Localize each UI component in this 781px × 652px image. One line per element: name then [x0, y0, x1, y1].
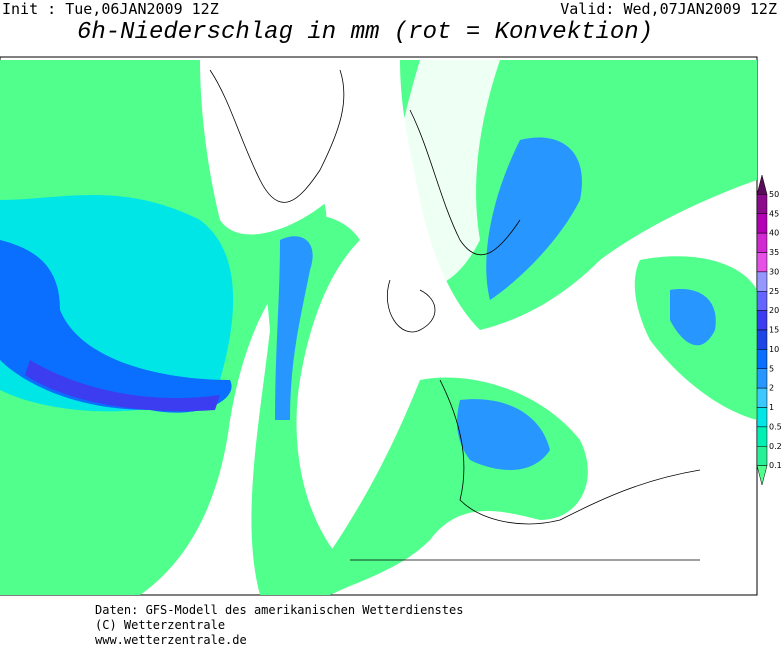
colorbar-label: 5: [769, 364, 774, 373]
colorbar-swatch: [756, 407, 768, 428]
colorbar-swatch: [756, 271, 768, 292]
colorbar-label: 1: [769, 403, 774, 412]
colorbar-label: 30: [769, 267, 779, 276]
valid-time: Valid: Wed,07JAN2009 12Z: [560, 0, 777, 18]
init-time: Init : Tue,06JAN2009 12Z: [2, 0, 219, 18]
colorbar-label: 15: [769, 326, 779, 335]
colorbar-label: 50: [769, 190, 779, 199]
colorbar-label: 10: [769, 345, 779, 354]
colorbar-label: 25: [769, 287, 779, 296]
colorbar-swatch: [756, 213, 768, 234]
footer-line: Daten: GFS-Modell des amerikanischen Wet…: [95, 603, 463, 617]
colorbar-label: 35: [769, 248, 779, 257]
colorbar-swatch: [756, 252, 768, 273]
precip-field: [0, 60, 757, 595]
colorbar-swatch: [756, 291, 768, 311]
colorbar-label: 0.2: [769, 442, 781, 451]
colorbar-swatch: [756, 446, 768, 466]
colorbar-swatch: [756, 465, 768, 486]
colorbar-swatch: [756, 349, 768, 369]
colorbar-swatch: [756, 232, 768, 253]
map: [0, 56, 758, 596]
colorbar: 50 45 40 35 30 25 20 15 10 5 2 1 0.5 0.2 0.1: [756, 174, 781, 486]
colorbar-swatch: [756, 194, 768, 214]
map-title: 6h-Niederschlag in mm (rot = Konvektion): [77, 19, 653, 46]
colorbar-label: 0.5: [769, 422, 781, 431]
colorbar-label: 45: [769, 209, 779, 218]
footer-line: (C) Wetterzentrale: [95, 618, 225, 632]
coastlines: [209, 69, 701, 561]
colorbar-label: 40: [769, 229, 779, 238]
colorbar-swatch: [756, 310, 768, 331]
colorbar-swatch: [756, 387, 768, 408]
colorbar-label: 20: [769, 306, 779, 315]
colorbar-swatch: [756, 174, 768, 195]
colorbar-label: 0.1: [769, 461, 781, 470]
colorbar-label: 2: [769, 384, 774, 393]
colorbar-swatch: [756, 368, 768, 389]
colorbar-swatch: [756, 329, 768, 350]
colorbar-swatch: [756, 426, 768, 447]
footer-line: www.wetterzentrale.de: [95, 633, 247, 647]
